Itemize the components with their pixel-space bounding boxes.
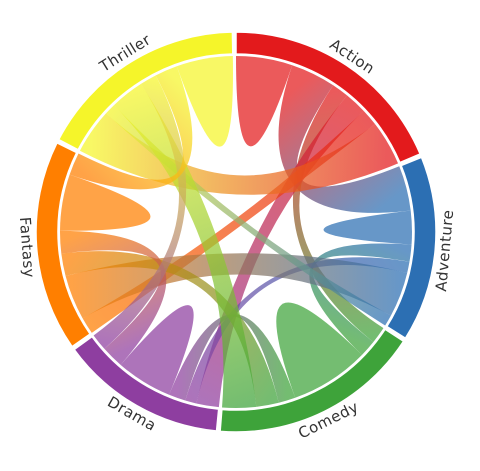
ribbon-drama-thriller [93,75,187,349]
ribbon-action-self [236,55,293,147]
ribbon-drama-fantasy [59,230,167,365]
arc-fantasy [35,141,92,348]
ribbon-comedy-self [276,302,363,398]
group-arcs [35,31,437,433]
ribbon-drama-self [120,305,194,395]
ribbon-comedy-thriller [114,83,257,408]
arc-adventure [385,156,437,340]
ribbon-thriller-self [176,56,233,147]
label-fantasy: Fantasy [16,216,38,278]
arc-drama [73,335,220,432]
arc-action [235,31,422,164]
ribbon-adventure-fantasy [65,253,408,319]
ribbon-fantasy-thriller [69,66,193,190]
ribbon-action-thriller [79,113,399,195]
ribbon-adventure-self [323,210,413,245]
arc-comedy [219,328,405,433]
ribbon-fantasy-self [60,174,151,231]
chord-ribbons [59,55,413,408]
ribbon-action-adventure [278,65,411,213]
ribbon-comedy-drama [169,314,296,403]
arc-thriller [57,31,234,151]
ribbon-adventure-comedy [309,243,412,355]
